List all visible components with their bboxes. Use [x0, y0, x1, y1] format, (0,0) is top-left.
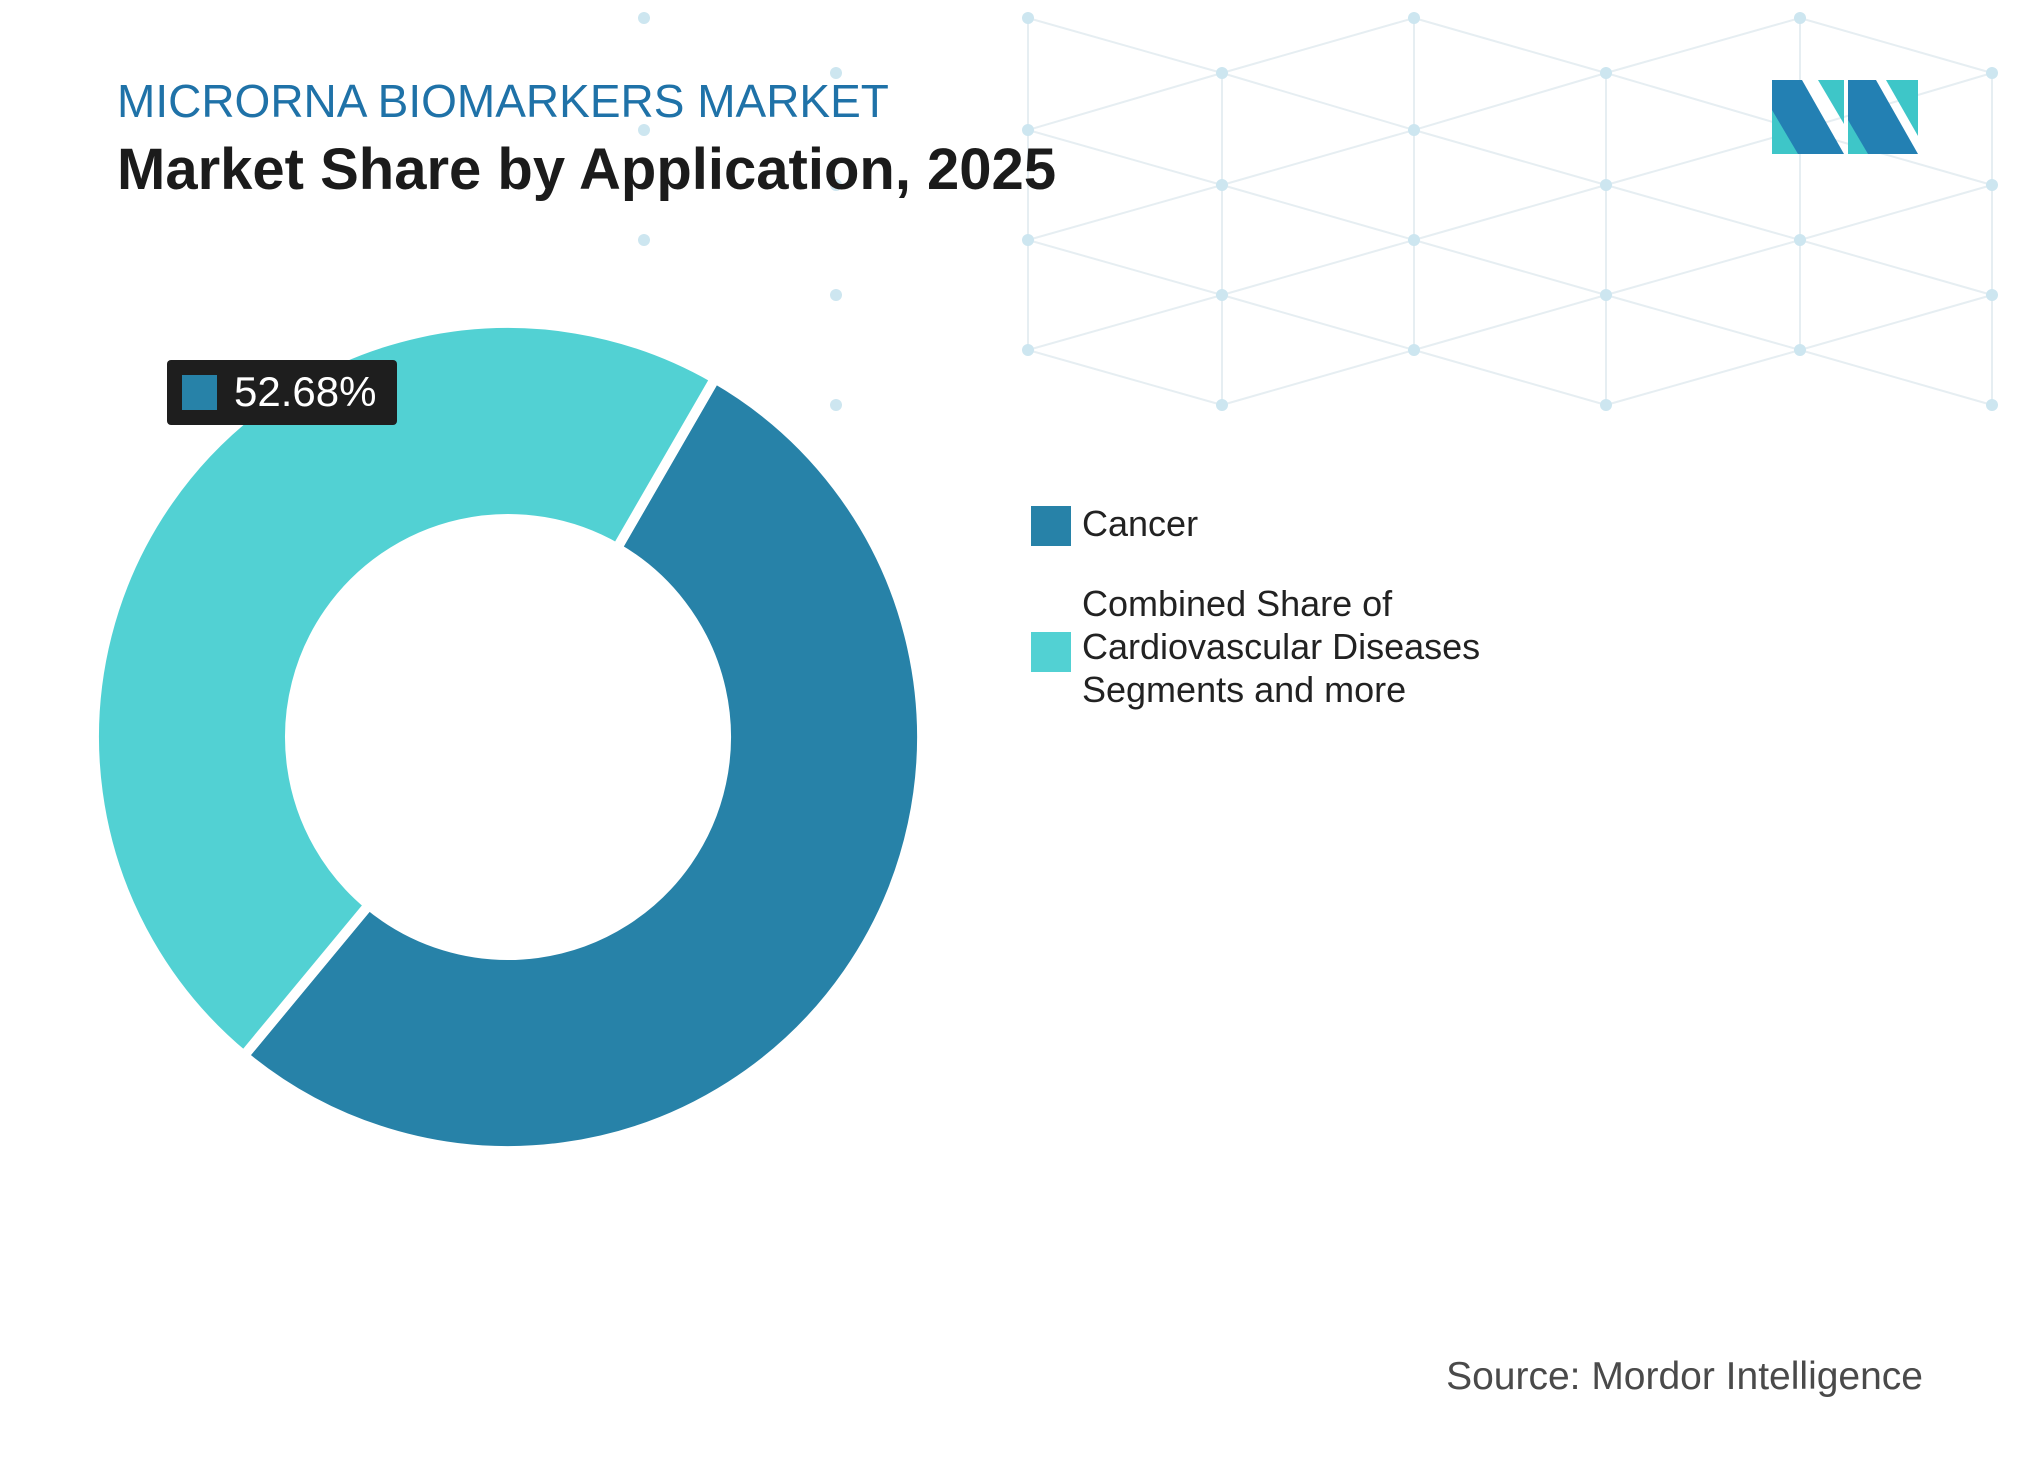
pattern-line: [1605, 239, 1801, 296]
pattern-dot: [1022, 12, 1034, 24]
pattern-line: [1799, 72, 1993, 131]
pattern-line: [1605, 294, 1801, 351]
pattern-line: [1799, 17, 1993, 74]
report-subtitle: MICRORNA BIOMARKERS MARKET: [117, 75, 889, 127]
pattern-dot: [638, 234, 650, 246]
callout-label: 52.68%: [167, 360, 397, 425]
pattern-dot: [1600, 67, 1612, 79]
legend-swatch: [1031, 632, 1071, 672]
pattern-dot: [1216, 67, 1228, 79]
pattern-line: [1605, 184, 1801, 241]
pattern-dot: [1216, 179, 1228, 191]
chart-title: Market Share by Application, 2025: [117, 137, 1057, 202]
pattern-line: [1221, 349, 1415, 406]
pattern-line: [1027, 129, 1223, 186]
legend-label: Combined Share of Cardiovascular Disease…: [1082, 583, 1481, 710]
pattern-dot: [1794, 344, 1806, 356]
pattern-line: [1605, 17, 1801, 74]
pattern-dot: [1216, 289, 1228, 301]
pattern-line: [1027, 294, 1223, 351]
pattern-dot: [1986, 67, 1998, 79]
pattern-dot: [1022, 234, 1034, 246]
pattern-line: [1413, 349, 1607, 406]
callout-swatch: [182, 375, 217, 410]
donut-slice-cancer: [236, 371, 927, 1156]
pattern-dot: [1408, 124, 1420, 136]
donut-slice-cardiovascular: [89, 318, 722, 1063]
pattern-line: [1221, 184, 1415, 241]
pattern-dot: [1600, 289, 1612, 301]
background-network-pattern: [638, 12, 1998, 411]
pattern-line: [1221, 17, 1415, 74]
pattern-line: [1221, 239, 1415, 296]
pattern-line: [1605, 349, 1801, 406]
pattern-line: [1027, 72, 1223, 131]
pattern-dot: [1794, 234, 1806, 246]
pattern-line: [1027, 17, 1223, 74]
pattern-line: [1605, 72, 1801, 131]
pattern-dot: [830, 399, 842, 411]
pattern-line: [1413, 294, 1607, 351]
pattern-dot: [1022, 124, 1034, 136]
pattern-dot: [1986, 289, 1998, 301]
pattern-line: [1413, 72, 1607, 131]
pattern-dot: [1022, 344, 1034, 356]
legend-label: Cancer: [1082, 503, 1199, 544]
callout-value-label: 52.68%: [234, 368, 376, 415]
pattern-line: [1027, 239, 1223, 296]
pattern-dot: [830, 67, 842, 79]
source-note: Source: Mordor Intelligence: [1446, 1355, 1923, 1398]
pattern-dot: [1794, 12, 1806, 24]
callout-box: [167, 360, 397, 425]
pattern-dot: [1600, 179, 1612, 191]
pattern-line: [1413, 239, 1607, 296]
pattern-dot: [1986, 399, 1998, 411]
pattern-line: [1799, 349, 1993, 406]
pattern-line: [1413, 184, 1607, 241]
pattern-dot: [1986, 179, 1998, 191]
pattern-line: [1799, 184, 1993, 241]
pattern-dot: [1408, 344, 1420, 356]
pattern-dot: [638, 124, 650, 136]
pattern-dot: [1600, 399, 1612, 411]
pattern-dot: [638, 12, 650, 24]
pattern-line: [1221, 129, 1415, 186]
pattern-dot: [1408, 234, 1420, 246]
pattern-line: [1413, 129, 1607, 186]
pattern-dot: [830, 179, 842, 191]
pattern-dot: [830, 289, 842, 301]
legend-swatch: [1031, 506, 1071, 546]
pattern-dot: [1216, 399, 1228, 411]
pattern-line: [1799, 294, 1993, 351]
pattern-line: [1221, 294, 1415, 351]
pattern-line: [1413, 17, 1607, 74]
pattern-line: [1027, 349, 1223, 406]
pattern-dot: [1408, 12, 1420, 24]
pattern-line: [1221, 72, 1415, 131]
mordor-intelligence-logo-icon: [1772, 80, 1918, 154]
pattern-line: [1799, 239, 1993, 296]
pattern-line: [1027, 184, 1223, 241]
pattern-line: [1605, 129, 1801, 186]
